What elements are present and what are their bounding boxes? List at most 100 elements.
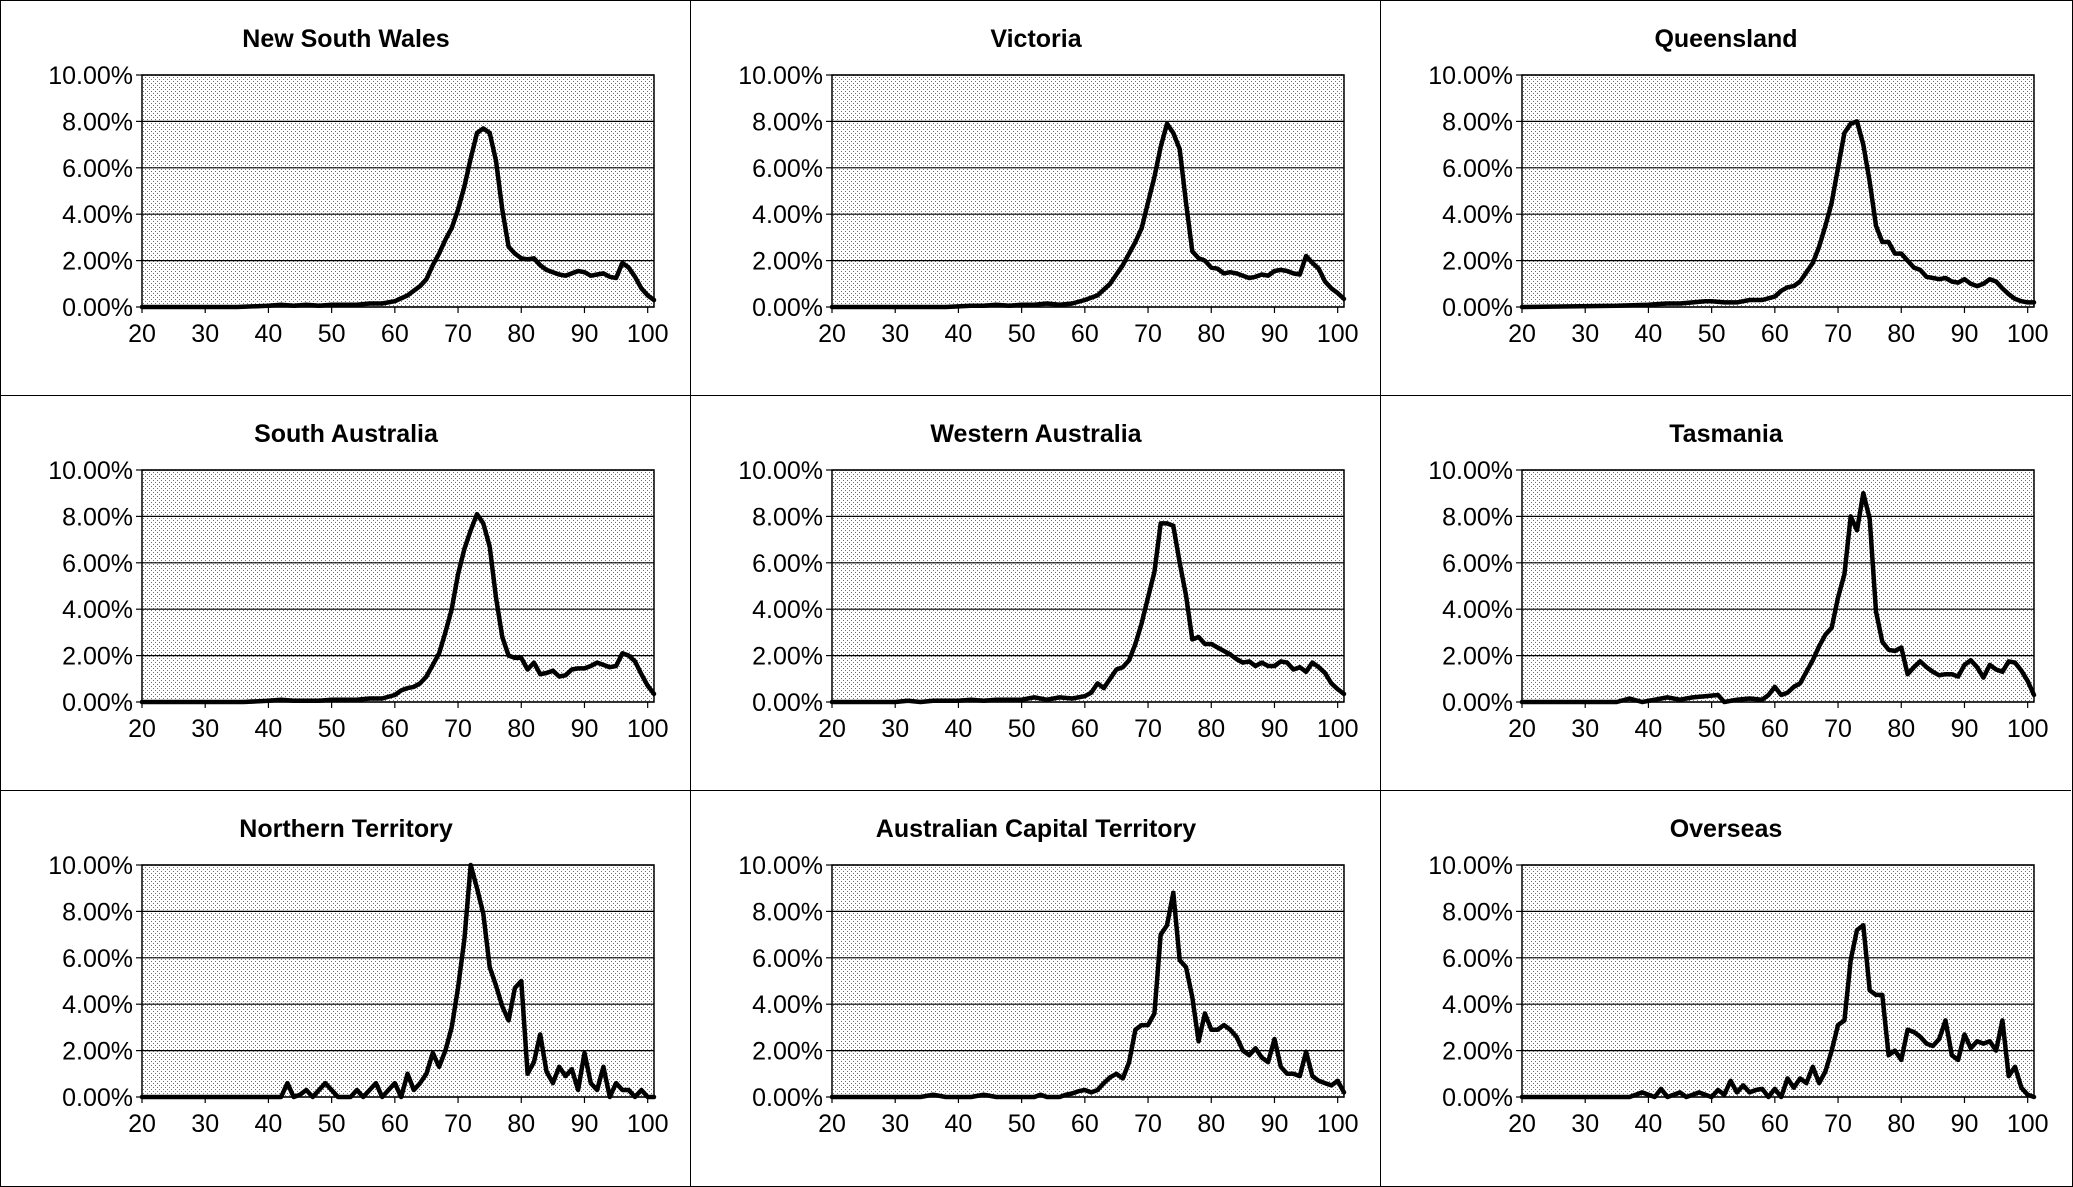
series-line: [139, 862, 657, 1100]
plot-area: [142, 470, 654, 702]
x-tick-label: 40: [1635, 320, 1663, 348]
x-tick-label: 60: [1761, 1110, 1789, 1138]
y-tick-label: 8.00%: [1442, 503, 1513, 531]
plot-border: [1521, 469, 2035, 703]
y-tick-label: 6.00%: [62, 550, 133, 578]
chart-title: Tasmania: [1669, 420, 1784, 448]
plot-area: [142, 75, 654, 307]
panel-victoria: Victoria 0.00% 2.00% 4.00% 6.00% 8.00% 10.00% 2…: [691, 1, 1381, 396]
x-tick-label: 90: [1261, 1110, 1289, 1138]
x-tick-label: 30: [881, 1110, 909, 1138]
series-line: [139, 511, 657, 705]
x-tick-label: 60: [1071, 715, 1099, 743]
x-tick-label: 60: [1071, 1110, 1099, 1138]
x-tick-label: 100: [627, 320, 669, 348]
y-tick-label: 4.00%: [62, 201, 133, 229]
y-tick-label: 2.00%: [752, 1038, 823, 1066]
x-tick-label: 90: [571, 320, 599, 348]
x-tick-label: 60: [1761, 320, 1789, 348]
x-tick-label: 60: [1071, 320, 1099, 348]
chart-title: Victoria: [990, 25, 1082, 53]
x-tick-label: 100: [1317, 715, 1359, 743]
plot-area: [832, 75, 1344, 307]
x-tick-label: 20: [818, 320, 846, 348]
y-tick-label: 8.00%: [752, 108, 823, 136]
series-line: [1519, 490, 2037, 705]
x-tick-label: 40: [1635, 1110, 1663, 1138]
x-tick-label: 90: [1951, 715, 1979, 743]
plot-area: [142, 865, 654, 1097]
chart-title: Queensland: [1654, 25, 1797, 53]
y-tick-label: 0.00%: [752, 689, 823, 717]
y-tick-label: 2.00%: [62, 1038, 133, 1066]
y-tick-label: 2.00%: [752, 248, 823, 276]
y-tick-label: 6.00%: [1442, 155, 1513, 183]
plot-border: [141, 74, 655, 308]
panel-new-south-wales: New South Wales 0.00% 2.00% 4.00% 6.00% 8.00%…: [1, 1, 691, 396]
x-tick-label: 30: [1571, 320, 1599, 348]
y-tick-label: 2.00%: [62, 248, 133, 276]
x-tick-label: 20: [128, 1110, 156, 1138]
chart-title: Western Australia: [930, 420, 1142, 448]
y-tick-label: 8.00%: [1442, 108, 1513, 136]
chart-svg: Tasmania 0.00% 2.00% 4.00% 6.00% 8.00% 10.00% 2…: [1428, 420, 2049, 743]
x-tick-label: 90: [1261, 715, 1289, 743]
series-line: [829, 890, 1347, 1100]
x-tick-label: 20: [128, 320, 156, 348]
y-tick-label: 6.00%: [62, 945, 133, 973]
panel-northern-territory: Northern Territory 0.00% 2.00% 4.00% 6.00% 8.…: [1, 791, 691, 1186]
panel-western-australia: Western Australia 0.00% 2.00% 4.00% 6.00% 8.0…: [691, 396, 1381, 791]
chart-title: South Australia: [254, 420, 439, 448]
x-tick-label: 50: [1698, 715, 1726, 743]
y-tick-label: 4.00%: [62, 596, 133, 624]
y-tick-label: 8.00%: [62, 108, 133, 136]
chart-svg: Australian Capital Territory 0.00% 2.00% 4.…: [738, 815, 1358, 1138]
y-tick-label: 0.00%: [1442, 294, 1513, 322]
y-tick-label: 2.00%: [62, 643, 133, 671]
x-tick-label: 100: [2007, 715, 2049, 743]
y-tick-label: 4.00%: [752, 991, 823, 1019]
x-tick-label: 40: [945, 320, 973, 348]
x-tick-label: 30: [881, 715, 909, 743]
y-tick-label: 0.00%: [752, 294, 823, 322]
x-tick-label: 60: [381, 715, 409, 743]
plot-border: [1521, 74, 2035, 308]
x-tick-label: 70: [444, 320, 472, 348]
y-tick-label: 6.00%: [1442, 945, 1513, 973]
x-tick-label: 100: [2007, 1110, 2049, 1138]
x-tick-label: 60: [381, 320, 409, 348]
y-tick-label: 0.00%: [62, 1084, 133, 1112]
x-tick-label: 70: [444, 715, 472, 743]
x-tick-label: 70: [1824, 715, 1852, 743]
series-line: [1519, 119, 2037, 310]
plot-area: [1522, 865, 2034, 1097]
y-tick-label: 8.00%: [1442, 898, 1513, 926]
x-tick-label: 30: [191, 320, 219, 348]
y-tick-label: 6.00%: [752, 550, 823, 578]
x-tick-label: 80: [1197, 320, 1225, 348]
y-tick-label: 6.00%: [752, 155, 823, 183]
x-tick-label: 40: [255, 320, 283, 348]
x-tick-label: 80: [1197, 1110, 1225, 1138]
x-tick-label: 100: [627, 1110, 669, 1138]
chart-title: Northern Territory: [239, 815, 453, 843]
y-tick-label: 2.00%: [752, 643, 823, 671]
y-tick-label: 4.00%: [1442, 596, 1513, 624]
x-tick-label: 80: [507, 715, 535, 743]
x-tick-label: 90: [571, 715, 599, 743]
x-tick-label: 80: [507, 1110, 535, 1138]
x-tick-label: 30: [1571, 1110, 1599, 1138]
plot-border: [831, 469, 1345, 703]
x-tick-label: 20: [1508, 1110, 1536, 1138]
y-tick-label: 4.00%: [62, 991, 133, 1019]
x-tick-label: 60: [381, 1110, 409, 1138]
x-tick-label: 30: [191, 715, 219, 743]
y-tick-label: 2.00%: [1442, 248, 1513, 276]
plot-area: [832, 865, 1344, 1097]
x-tick-label: 40: [945, 1110, 973, 1138]
y-tick-label: 10.00%: [48, 852, 133, 880]
y-tick-label: 4.00%: [752, 596, 823, 624]
y-tick-label: 10.00%: [738, 62, 823, 90]
x-tick-label: 50: [1008, 320, 1036, 348]
x-tick-label: 40: [255, 1110, 283, 1138]
